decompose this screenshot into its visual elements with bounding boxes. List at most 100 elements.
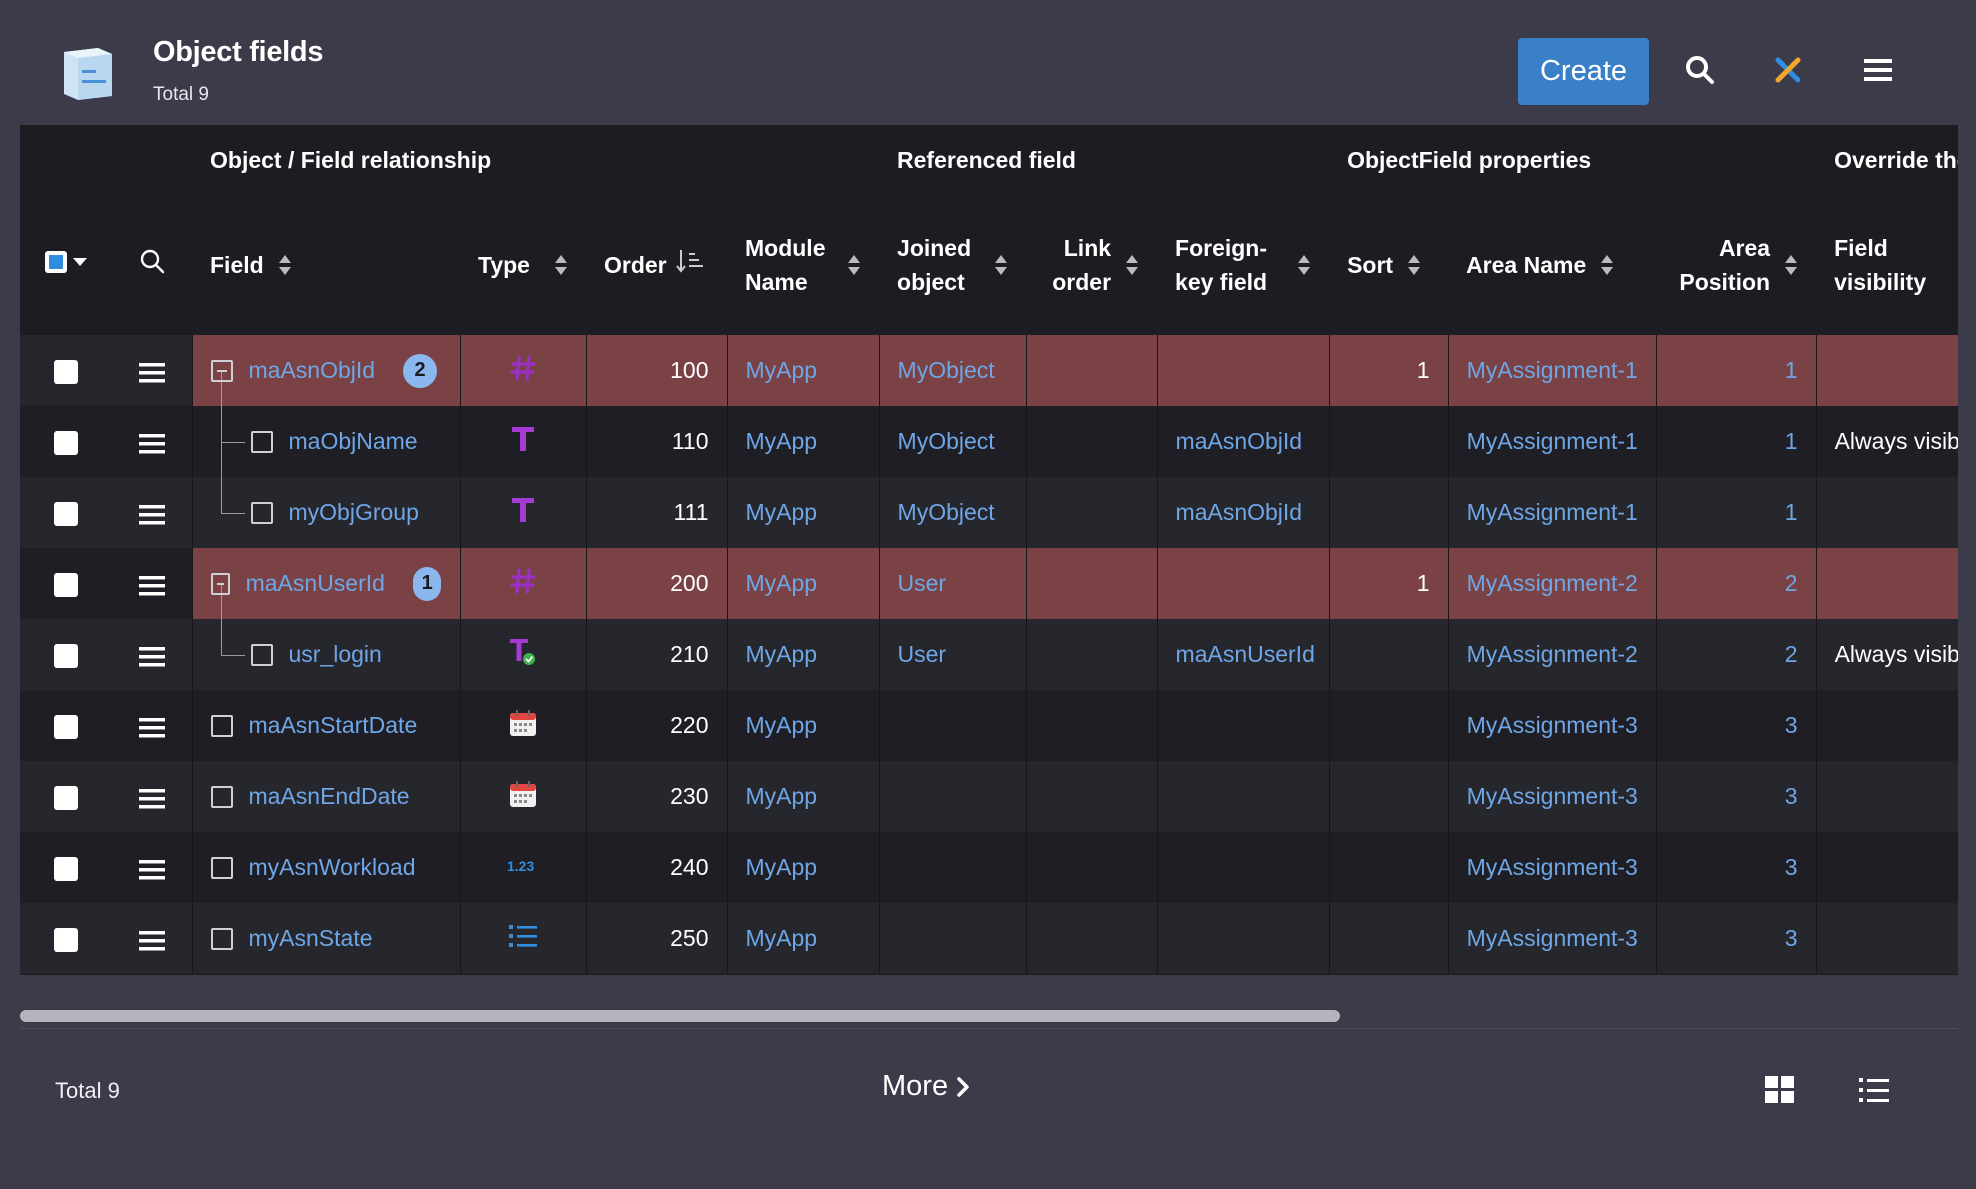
sort-icon[interactable] bbox=[554, 254, 568, 276]
row-checkbox[interactable] bbox=[54, 430, 78, 455]
sort-icon[interactable] bbox=[1784, 254, 1798, 276]
column-header-order[interactable]: Order bbox=[586, 195, 727, 335]
sort-icon[interactable] bbox=[1297, 254, 1311, 276]
field-name-link[interactable]: maAsnObjId bbox=[248, 357, 376, 383]
row-select-cell[interactable] bbox=[20, 406, 112, 477]
sort-icon[interactable] bbox=[278, 254, 292, 276]
row-checkbox[interactable] bbox=[54, 643, 78, 668]
column-header-type[interactable]: Type bbox=[460, 195, 586, 335]
field-name-link[interactable]: maAsnStartDate bbox=[248, 712, 418, 738]
joined-object-link[interactable]: User bbox=[879, 619, 1027, 690]
horizontal-scrollbar[interactable] bbox=[20, 1010, 1340, 1022]
area-name-link[interactable]: MyAssignment-2 bbox=[1448, 548, 1657, 619]
drag-handle-icon[interactable] bbox=[138, 788, 165, 809]
field-cell[interactable]: usr_login bbox=[192, 619, 461, 690]
foreign-key-link[interactable]: maAsnObjId bbox=[1157, 406, 1330, 477]
sort-icon[interactable] bbox=[847, 254, 861, 276]
column-header-field[interactable]: Field bbox=[192, 195, 460, 335]
column-header-area-name[interactable]: Area Name bbox=[1448, 195, 1657, 335]
foreign-key-link[interactable]: maAsnObjId bbox=[1157, 477, 1330, 548]
table-row[interactable]: maAsnUserId 1 200 MyApp User 1 MyAssignment-2 2 bbox=[20, 548, 1958, 619]
list-view-icon[interactable] bbox=[1858, 1074, 1892, 1108]
row-select-box[interactable] bbox=[210, 785, 233, 808]
joined-object-link[interactable]: MyObject bbox=[879, 406, 1027, 477]
row-select-box[interactable] bbox=[250, 501, 273, 524]
row-checkbox[interactable] bbox=[54, 359, 78, 384]
column-header-joined-object[interactable]: Joined object bbox=[879, 195, 1027, 335]
joined-object-link[interactable] bbox=[879, 832, 1027, 903]
table-row[interactable]: maAsnObjId 2 100 MyApp MyObject 1 MyAssignment… bbox=[20, 335, 1958, 406]
joined-object-link[interactable] bbox=[879, 690, 1027, 761]
select-all-checkbox[interactable] bbox=[45, 251, 67, 273]
table-row[interactable]: myAsnWorkload 1.23 240 MyApp MyAssignment-3 3 bbox=[20, 832, 1958, 903]
drag-handle-cell[interactable] bbox=[112, 832, 193, 903]
area-name-link[interactable]: MyAssignment-3 bbox=[1448, 690, 1657, 761]
field-cell[interactable]: myObjGroup bbox=[192, 477, 461, 548]
row-select-box[interactable] bbox=[210, 714, 233, 737]
drag-handle-icon[interactable] bbox=[138, 504, 165, 525]
field-name-link[interactable]: usr_login bbox=[288, 641, 382, 667]
drag-handle-cell[interactable] bbox=[112, 406, 193, 477]
field-name-link[interactable]: maAsnEndDate bbox=[248, 783, 410, 809]
row-checkbox[interactable] bbox=[54, 785, 78, 810]
row-select-cell[interactable] bbox=[20, 832, 112, 903]
table-row[interactable]: myObjGroup 111 MyApp MyObject maAsnObjId MyAs… bbox=[20, 477, 1958, 548]
module-name-link[interactable]: MyApp bbox=[727, 761, 880, 832]
row-select-cell[interactable] bbox=[20, 690, 112, 761]
row-select-box[interactable] bbox=[250, 643, 273, 666]
select-dropdown-caret-icon[interactable] bbox=[73, 257, 87, 267]
row-select-box[interactable] bbox=[210, 927, 233, 950]
column-header-sort[interactable]: Sort bbox=[1329, 195, 1449, 335]
field-cell[interactable]: maAsnEndDate bbox=[192, 761, 461, 832]
select-all-header[interactable] bbox=[20, 195, 112, 335]
field-name-link[interactable]: maAsnUserId bbox=[245, 570, 385, 596]
field-cell[interactable]: maObjName bbox=[192, 406, 461, 477]
field-cell[interactable]: myAsnState bbox=[192, 903, 461, 974]
foreign-key-link[interactable]: maAsnUserId bbox=[1157, 619, 1330, 690]
row-select-cell[interactable] bbox=[20, 761, 112, 832]
column-header-field-visibility[interactable]: Field visibility bbox=[1816, 195, 1958, 335]
collapse-toggle-icon[interactable] bbox=[210, 572, 230, 595]
row-checkbox[interactable] bbox=[54, 714, 78, 739]
column-search-icon[interactable] bbox=[112, 195, 192, 335]
field-name-link[interactable]: myAsnState bbox=[248, 925, 373, 951]
row-checkbox[interactable] bbox=[54, 501, 78, 526]
create-button[interactable]: Create bbox=[1518, 38, 1649, 105]
row-checkbox[interactable] bbox=[54, 927, 78, 952]
sort-icon[interactable] bbox=[1125, 254, 1139, 276]
table-row[interactable]: maObjName 110 MyApp MyObject maAsnObjId MyAss… bbox=[20, 406, 1958, 477]
drag-handle-icon[interactable] bbox=[138, 362, 165, 383]
column-header-module-name[interactable]: Module Name bbox=[727, 195, 880, 335]
column-header-area-position[interactable]: Area Position bbox=[1656, 195, 1817, 335]
field-cell[interactable]: maAsnObjId 2 bbox=[192, 335, 461, 406]
row-select-cell[interactable] bbox=[20, 548, 112, 619]
drag-handle-icon[interactable] bbox=[138, 575, 165, 596]
drag-handle-cell[interactable] bbox=[112, 761, 193, 832]
object-fields-table[interactable]: Object / Field relationship Referenced f… bbox=[20, 125, 1958, 975]
field-cell[interactable]: maAsnStartDate bbox=[192, 690, 461, 761]
drag-handle-icon[interactable] bbox=[138, 859, 165, 880]
area-name-link[interactable]: MyAssignment-1 bbox=[1448, 335, 1657, 406]
field-cell[interactable]: maAsnUserId 1 bbox=[192, 548, 461, 619]
settings-cross-icon[interactable] bbox=[1768, 50, 1808, 90]
drag-handle-icon[interactable] bbox=[138, 433, 165, 454]
row-select-cell[interactable] bbox=[20, 477, 112, 548]
joined-object-link[interactable]: MyObject bbox=[879, 477, 1027, 548]
foreign-key-link[interactable] bbox=[1157, 832, 1330, 903]
area-name-link[interactable]: MyAssignment-1 bbox=[1448, 406, 1657, 477]
area-name-link[interactable]: MyAssignment-1 bbox=[1448, 477, 1657, 548]
joined-object-link[interactable]: MyObject bbox=[879, 335, 1027, 406]
row-select-cell[interactable] bbox=[20, 619, 112, 690]
menu-icon[interactable] bbox=[1858, 50, 1898, 90]
collapse-toggle-icon[interactable] bbox=[210, 359, 233, 382]
joined-object-link[interactable] bbox=[879, 761, 1027, 832]
foreign-key-link[interactable] bbox=[1157, 335, 1330, 406]
row-select-box[interactable] bbox=[210, 856, 233, 879]
sort-icon[interactable] bbox=[1600, 254, 1614, 276]
drag-handle-icon[interactable] bbox=[138, 717, 165, 738]
grid-view-icon[interactable] bbox=[1764, 1074, 1798, 1108]
module-name-link[interactable]: MyApp bbox=[727, 406, 880, 477]
search-icon[interactable] bbox=[1680, 50, 1720, 90]
area-name-link[interactable]: MyAssignment-3 bbox=[1448, 832, 1657, 903]
joined-object-link[interactable] bbox=[879, 903, 1027, 974]
